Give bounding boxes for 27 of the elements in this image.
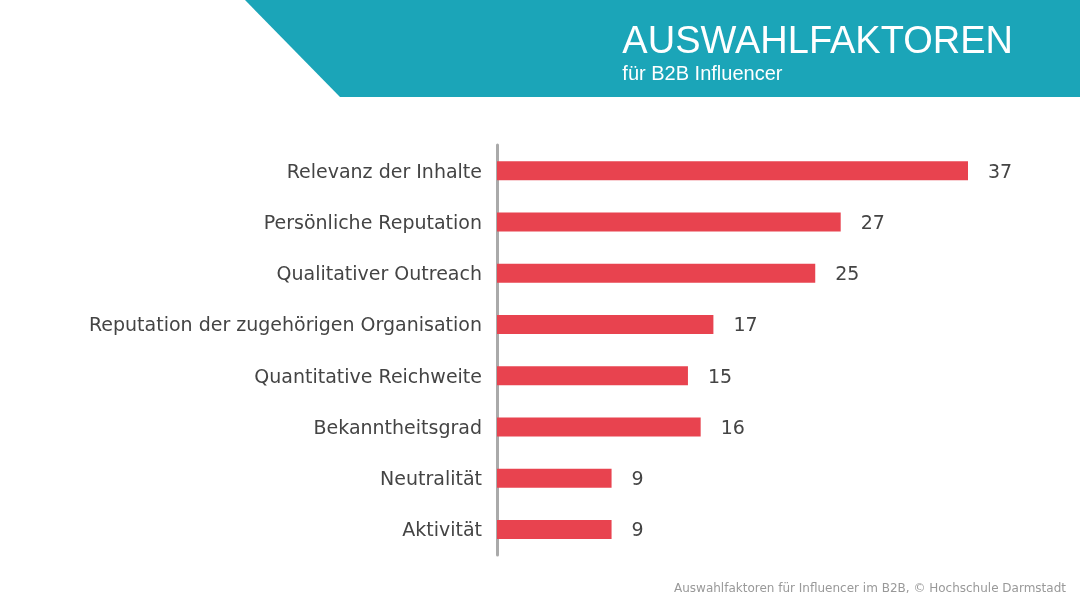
y-tick-label: Relevanz der Inhalte (286, 159, 482, 182)
chart-subtitle: für B2B Influencer (622, 62, 783, 84)
bar (497, 161, 968, 181)
bar (497, 519, 612, 539)
y-tick-label: Bekanntheitsgrad (313, 415, 482, 438)
y-tick-label: Qualitativer Outreach (276, 262, 482, 285)
data-label: 9 (631, 518, 644, 541)
bar (497, 366, 688, 386)
bar (497, 468, 612, 488)
y-tick-label: Quantitative Reichweite (254, 364, 482, 387)
bar (497, 314, 714, 334)
data-label: 37 (988, 159, 1013, 182)
y-tick-label: Neutralität (380, 467, 482, 490)
bar (497, 263, 816, 283)
y-tick-label: Aktivität (402, 518, 482, 541)
data-label: 27 (860, 210, 885, 233)
y-tick-label: Reputation der zugehörigen Organisation (88, 313, 482, 336)
text: Auswahlfaktoren für Influencer im B2B, © Hochschule Darmstadt (674, 581, 1067, 595)
bar (497, 212, 841, 232)
bar (497, 417, 701, 437)
data-label: 25 (835, 262, 860, 285)
y-tick-label: Persönliche Reputation (263, 210, 482, 233)
data-label: 16 (720, 415, 745, 438)
data-label: 15 (707, 364, 733, 387)
data-label: 9 (631, 467, 644, 490)
data-label: 17 (733, 313, 758, 336)
chart-title: AUSWAHLFAKTOREN (622, 19, 1014, 61)
